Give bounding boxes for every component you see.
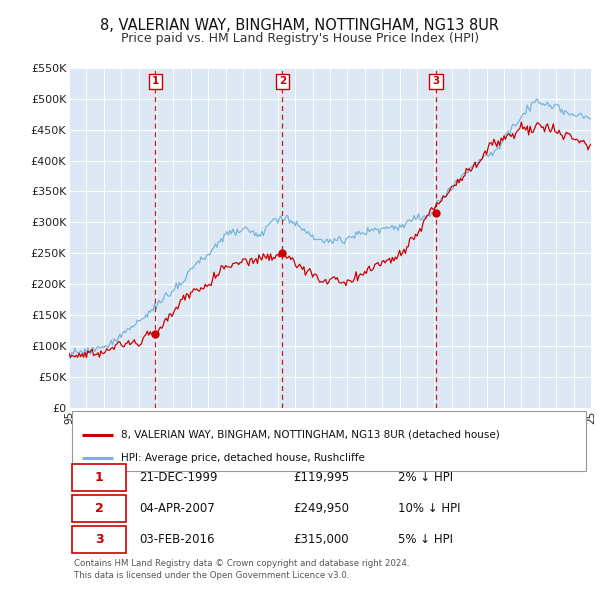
Text: Price paid vs. HM Land Registry's House Price Index (HPI): Price paid vs. HM Land Registry's House … <box>121 32 479 45</box>
Text: HPI: Average price, detached house, Rushcliffe: HPI: Average price, detached house, Rush… <box>121 453 365 463</box>
Text: 03-FEB-2016: 03-FEB-2016 <box>139 533 215 546</box>
Text: 10% ↓ HPI: 10% ↓ HPI <box>398 502 460 515</box>
Text: 21-DEC-1999: 21-DEC-1999 <box>139 471 218 484</box>
Text: 1: 1 <box>95 471 103 484</box>
Text: 2% ↓ HPI: 2% ↓ HPI <box>398 471 453 484</box>
FancyBboxPatch shape <box>71 526 127 553</box>
Text: This data is licensed under the Open Government Licence v3.0.: This data is licensed under the Open Gov… <box>74 571 350 580</box>
Text: 8, VALERIAN WAY, BINGHAM, NOTTINGHAM, NG13 8UR: 8, VALERIAN WAY, BINGHAM, NOTTINGHAM, NG… <box>101 18 499 32</box>
Text: 5% ↓ HPI: 5% ↓ HPI <box>398 533 453 546</box>
Text: Contains HM Land Registry data © Crown copyright and database right 2024.: Contains HM Land Registry data © Crown c… <box>74 559 410 568</box>
Text: 2: 2 <box>278 77 286 87</box>
Text: 3: 3 <box>433 77 440 87</box>
Text: 1: 1 <box>152 77 159 87</box>
FancyBboxPatch shape <box>71 464 127 491</box>
Text: £315,000: £315,000 <box>293 533 349 546</box>
Text: 2: 2 <box>95 502 103 515</box>
Text: 3: 3 <box>95 533 103 546</box>
Text: 04-APR-2007: 04-APR-2007 <box>139 502 215 515</box>
Text: 8, VALERIAN WAY, BINGHAM, NOTTINGHAM, NG13 8UR (detached house): 8, VALERIAN WAY, BINGHAM, NOTTINGHAM, NG… <box>121 430 500 440</box>
Text: £249,950: £249,950 <box>293 502 349 515</box>
Text: £119,995: £119,995 <box>293 471 350 484</box>
FancyBboxPatch shape <box>71 495 127 522</box>
FancyBboxPatch shape <box>71 411 586 471</box>
